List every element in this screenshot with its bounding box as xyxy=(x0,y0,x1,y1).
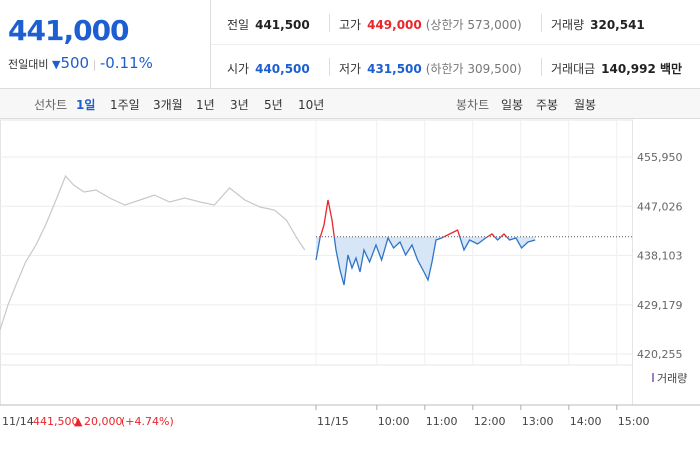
x-tick-label: 12:00 xyxy=(474,415,506,428)
x-tick-label: 14:00 xyxy=(570,415,602,428)
stat-label: 시가 xyxy=(227,62,250,76)
stat: 거래대금 140,992 백만 xyxy=(551,60,682,77)
stat-label: 전일 xyxy=(227,18,250,32)
period-tab[interactable]: 1주일 xyxy=(110,98,140,112)
y-tick-label: 420,255 xyxy=(637,348,683,361)
stat: 저가 431,500 (하한가 309,500) xyxy=(339,60,522,77)
change-label: 전일대비 xyxy=(8,58,49,71)
stat: 시가 440,500 xyxy=(227,60,310,77)
period-tab[interactable]: 5년 xyxy=(264,98,283,112)
stat-label: 고가 xyxy=(339,18,362,32)
stat-label: 거래량 xyxy=(551,18,585,32)
divider xyxy=(541,58,542,76)
stat: 거래량 320,541 xyxy=(551,16,645,33)
stat-value: 140,992 백만 xyxy=(601,62,683,76)
current-price: 441,000 xyxy=(8,14,130,47)
y-tick-label: 438,103 xyxy=(637,250,683,263)
stats: 전일 441,500 고가 449,000 (상한가 573,000) 거래량 320,54… xyxy=(210,0,700,88)
footer-date: 11/14 xyxy=(2,415,34,428)
below-area xyxy=(316,236,536,285)
stat-value: 449,000 xyxy=(367,18,422,32)
header: 441,000 전일대비 ▼500 | -0.11% 전일 441,500 고가 44… xyxy=(0,0,700,89)
x-tick-label: 13:00 xyxy=(522,415,554,428)
candle-tab[interactable]: 주봉 xyxy=(536,98,559,112)
period-tab[interactable]: 1일 xyxy=(76,98,96,112)
y-tick-label: 455,950 xyxy=(637,151,683,164)
x-tick-label: 10:00 xyxy=(378,415,410,428)
change: 500 xyxy=(60,54,90,72)
candle-tab[interactable]: 일봉 xyxy=(501,98,524,112)
stat: 전일 441,500 xyxy=(227,16,310,33)
divider xyxy=(211,44,700,45)
y-tick-label: 447,026 xyxy=(637,200,683,213)
divider xyxy=(329,14,330,32)
x-tick-label: 15:00 xyxy=(618,415,650,428)
candle-tab[interactable]: 월봉 xyxy=(574,98,597,112)
volume-legend-key xyxy=(652,373,654,382)
footer-change: 20,000 xyxy=(84,415,123,428)
period-tab[interactable]: 1년 xyxy=(196,98,215,112)
x-tick-label: 11/15 xyxy=(317,415,349,428)
divider xyxy=(541,14,542,32)
change-rate: -0.11% xyxy=(99,54,153,72)
footer-rate: (+4.74%) xyxy=(121,415,174,428)
price-line-down xyxy=(315,236,536,286)
volume-pane xyxy=(0,364,633,406)
divider xyxy=(329,58,330,76)
x-tick-label: 11:00 xyxy=(426,415,458,428)
stat-label: 거래대금 xyxy=(551,62,596,76)
stat-value: 440,500 xyxy=(255,62,310,76)
up-arrow: ▲ xyxy=(74,415,83,428)
period-tab[interactable]: 10년 xyxy=(298,98,325,112)
tab-bar: 선차트 1일 1주일 3개월 1년 3년 5년 10년 봉차트 일봉 주봉 월봉 xyxy=(0,89,700,119)
stat-value: 320,541 xyxy=(590,18,645,32)
volume-label: 거래량 xyxy=(657,372,687,385)
footer-close: 441,500 xyxy=(33,415,79,428)
stat-note: (상한가 573,000) xyxy=(425,18,522,32)
stat-label: 저가 xyxy=(339,62,362,76)
period-tab[interactable]: 3개월 xyxy=(153,98,183,112)
period-tab[interactable]: 3년 xyxy=(230,98,249,112)
tab-group-label: 선차트 xyxy=(34,98,68,112)
stat-note: (하한가 309,500) xyxy=(425,62,522,76)
price-line-up xyxy=(319,199,508,237)
y-tick-label: 429,179 xyxy=(637,299,683,312)
stat-value: 431,500 xyxy=(367,62,422,76)
change-info: 전일대비 ▼500 | -0.11% xyxy=(8,54,153,72)
prev-day-line xyxy=(0,174,306,331)
tab-group-label: 봉차트 xyxy=(456,98,490,112)
stat: 고가 449,000 (상한가 573,000) xyxy=(339,16,522,33)
stat-value: 441,500 xyxy=(255,18,310,32)
